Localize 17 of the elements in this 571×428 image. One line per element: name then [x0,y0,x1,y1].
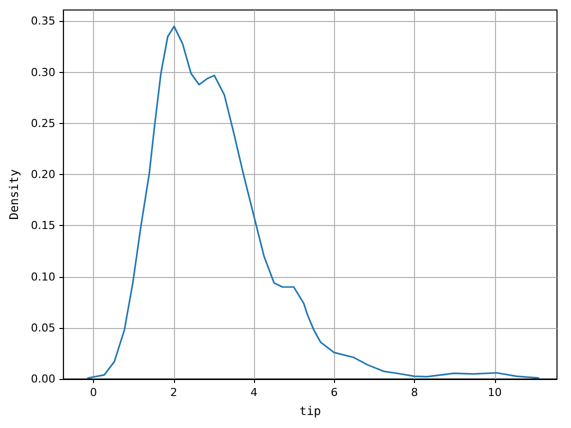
x-tick-label: 10 [488,386,502,399]
x-tick-label: 0 [90,386,97,399]
x-axis-title: tip [299,404,322,418]
line-series [87,26,540,379]
y-tick-label: 0.30 [30,66,56,79]
x-tick-label: 4 [250,386,258,399]
x-tick-label: 6 [330,386,338,399]
y-tick-label: 0.15 [30,219,56,232]
y-tick-label: 0.05 [30,321,56,334]
y-axis-title: Density [7,169,21,220]
y-tick-label: 0.00 [30,372,56,386]
y-tick-label: 0.20 [30,168,56,182]
y-tick-label: 0.35 [30,14,56,28]
x-tick-label: 2 [170,386,178,399]
x-tick-label: 8 [411,386,418,399]
y-tick-label: 0.25 [30,116,56,130]
y-tick-label: 0.10 [30,270,56,284]
